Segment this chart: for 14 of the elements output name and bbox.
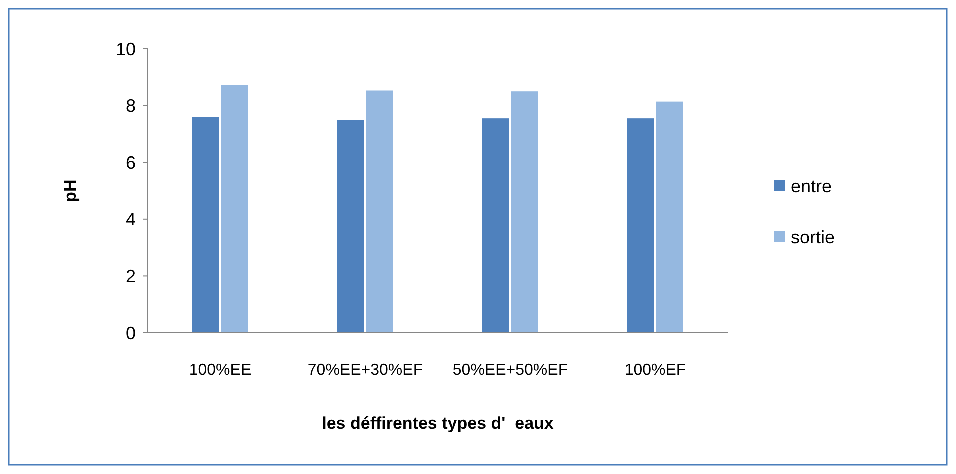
y-tick-label: 0 [126, 323, 136, 344]
y-tick-label: 8 [126, 96, 136, 116]
x-tick-label: 50%EE+50%EF [452, 362, 568, 379]
y-tick-label: 2 [126, 266, 136, 286]
x-axis-title: les déffirentes types d' eaux [322, 414, 554, 433]
legend-label: sortie [791, 227, 836, 248]
y-axis-title: pH [61, 180, 80, 202]
y-tick-label: 6 [126, 152, 136, 173]
x-tick-label: 100%EE [189, 362, 252, 379]
y-tick-label: 10 [116, 39, 136, 60]
x-tick-label: 70%EE+30%EF [308, 362, 424, 379]
legend-label: entre [791, 176, 832, 196]
x-tick-label: 100%EF [624, 362, 686, 379]
y-tick-label: 4 [126, 210, 136, 230]
